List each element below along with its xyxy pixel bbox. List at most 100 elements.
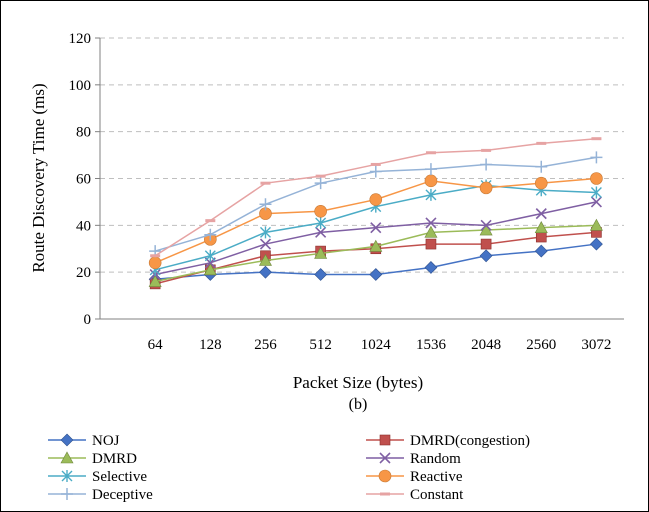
x-tick-label: 2560 [526,337,556,353]
legend-marker [378,469,392,483]
data-point [424,261,438,274]
legend-label: Random [410,451,461,467]
y-tick-label: 40 [76,218,91,234]
data-point [259,226,271,239]
data-point [424,225,438,238]
legend-marker [379,452,391,464]
legend-entry: Selective [48,469,147,485]
x-axis-title: Packet Size (bytes) [293,373,423,392]
x-tick-label: 64 [148,337,164,353]
legend-entry: Constant [366,487,464,503]
y-tick-label: 0 [84,312,92,328]
y-tick-label: 120 [69,31,92,47]
legend-label: Deceptive [92,487,153,503]
x-tick-label: 256 [254,337,277,353]
legend-entry: DMRD(congestion) [366,433,530,449]
x-tick-label: 1024 [361,337,392,353]
data-point [369,239,383,252]
legend-entry: Reactive [366,469,463,485]
data-point [535,160,548,173]
data-point [479,223,493,236]
series-reactive [148,172,603,270]
legend-label: Constant [410,487,464,503]
x-tick-labels: 64 128 256 512 1024 1536 2048 2560 3072 [148,337,612,353]
data-point [479,249,493,263]
data-point [425,238,437,250]
y-tick-label: 20 [76,265,91,281]
x-tick-label: 512 [309,337,332,353]
data-point [534,244,548,258]
legend-label: NOJ [92,433,120,449]
data-point [259,238,272,250]
legend-entry: NOJ [48,433,120,449]
data-point [370,222,382,234]
data-point [535,208,547,220]
data-point [314,246,328,259]
data-point [424,174,438,188]
data-point [258,253,272,266]
legend-entry: DMRD [48,451,137,467]
x-tick-label: 128 [199,337,222,353]
data-point [480,238,492,250]
data-point [369,268,383,281]
legend-label: DMRD [92,451,137,467]
y-tick-label: 100 [69,78,92,94]
data-point [479,181,493,195]
data-point [590,196,602,208]
data-point [204,249,216,262]
legend-marker [61,488,73,500]
series-group [148,137,603,290]
data-point [590,172,603,185]
y-tick-label: 60 [76,172,91,188]
legend: NOJ DMRD(congestion) DMRD Random Selective Re… [48,433,530,503]
data-point [314,177,327,190]
legend-marker [60,433,74,447]
legend-entry: Random [366,451,461,467]
legend-marker [60,451,74,464]
data-point [314,204,327,218]
legend-label: Reactive [410,469,463,485]
legend-marker [379,434,391,446]
data-point [425,217,437,229]
data-point [314,268,328,281]
legend-label: DMRD(congestion) [410,433,530,449]
y-tick-labels: 0 20 40 60 80 100 120 [69,31,92,328]
y-tick-label: 80 [76,125,91,141]
data-point [369,193,383,206]
series-dmrd [148,218,603,287]
data-point [480,158,493,171]
data-point [315,216,327,229]
data-point [148,256,162,270]
data-point [259,265,272,279]
y-axis-title: Route Discovery Time (ms) [29,83,48,272]
series-deceptive [149,151,603,258]
data-point [148,274,162,287]
data-point [589,218,603,231]
data-point [590,186,602,199]
axes [95,37,624,320]
series-random [149,196,602,281]
x-tick-label: 3072 [581,337,611,353]
data-point [534,221,548,233]
chart-subtitle: (b) [349,396,368,413]
data-point [534,176,548,190]
x-tick-label: 2048 [471,337,501,353]
grid-lines [100,37,624,273]
data-point [425,188,437,201]
data-point [590,151,603,164]
data-point [480,219,492,231]
data-point [369,165,382,178]
legend-marker [61,470,73,482]
legend-entry: Deceptive [48,487,153,503]
x-tick-label: 1536 [416,337,447,353]
data-point [424,163,437,176]
data-point [535,231,547,243]
series-constant [150,137,602,258]
data-point [204,228,217,241]
data-point [259,198,272,211]
data-point [589,237,603,251]
data-point [315,226,327,238]
legend-label: Selective [92,469,147,485]
data-point [203,263,217,276]
